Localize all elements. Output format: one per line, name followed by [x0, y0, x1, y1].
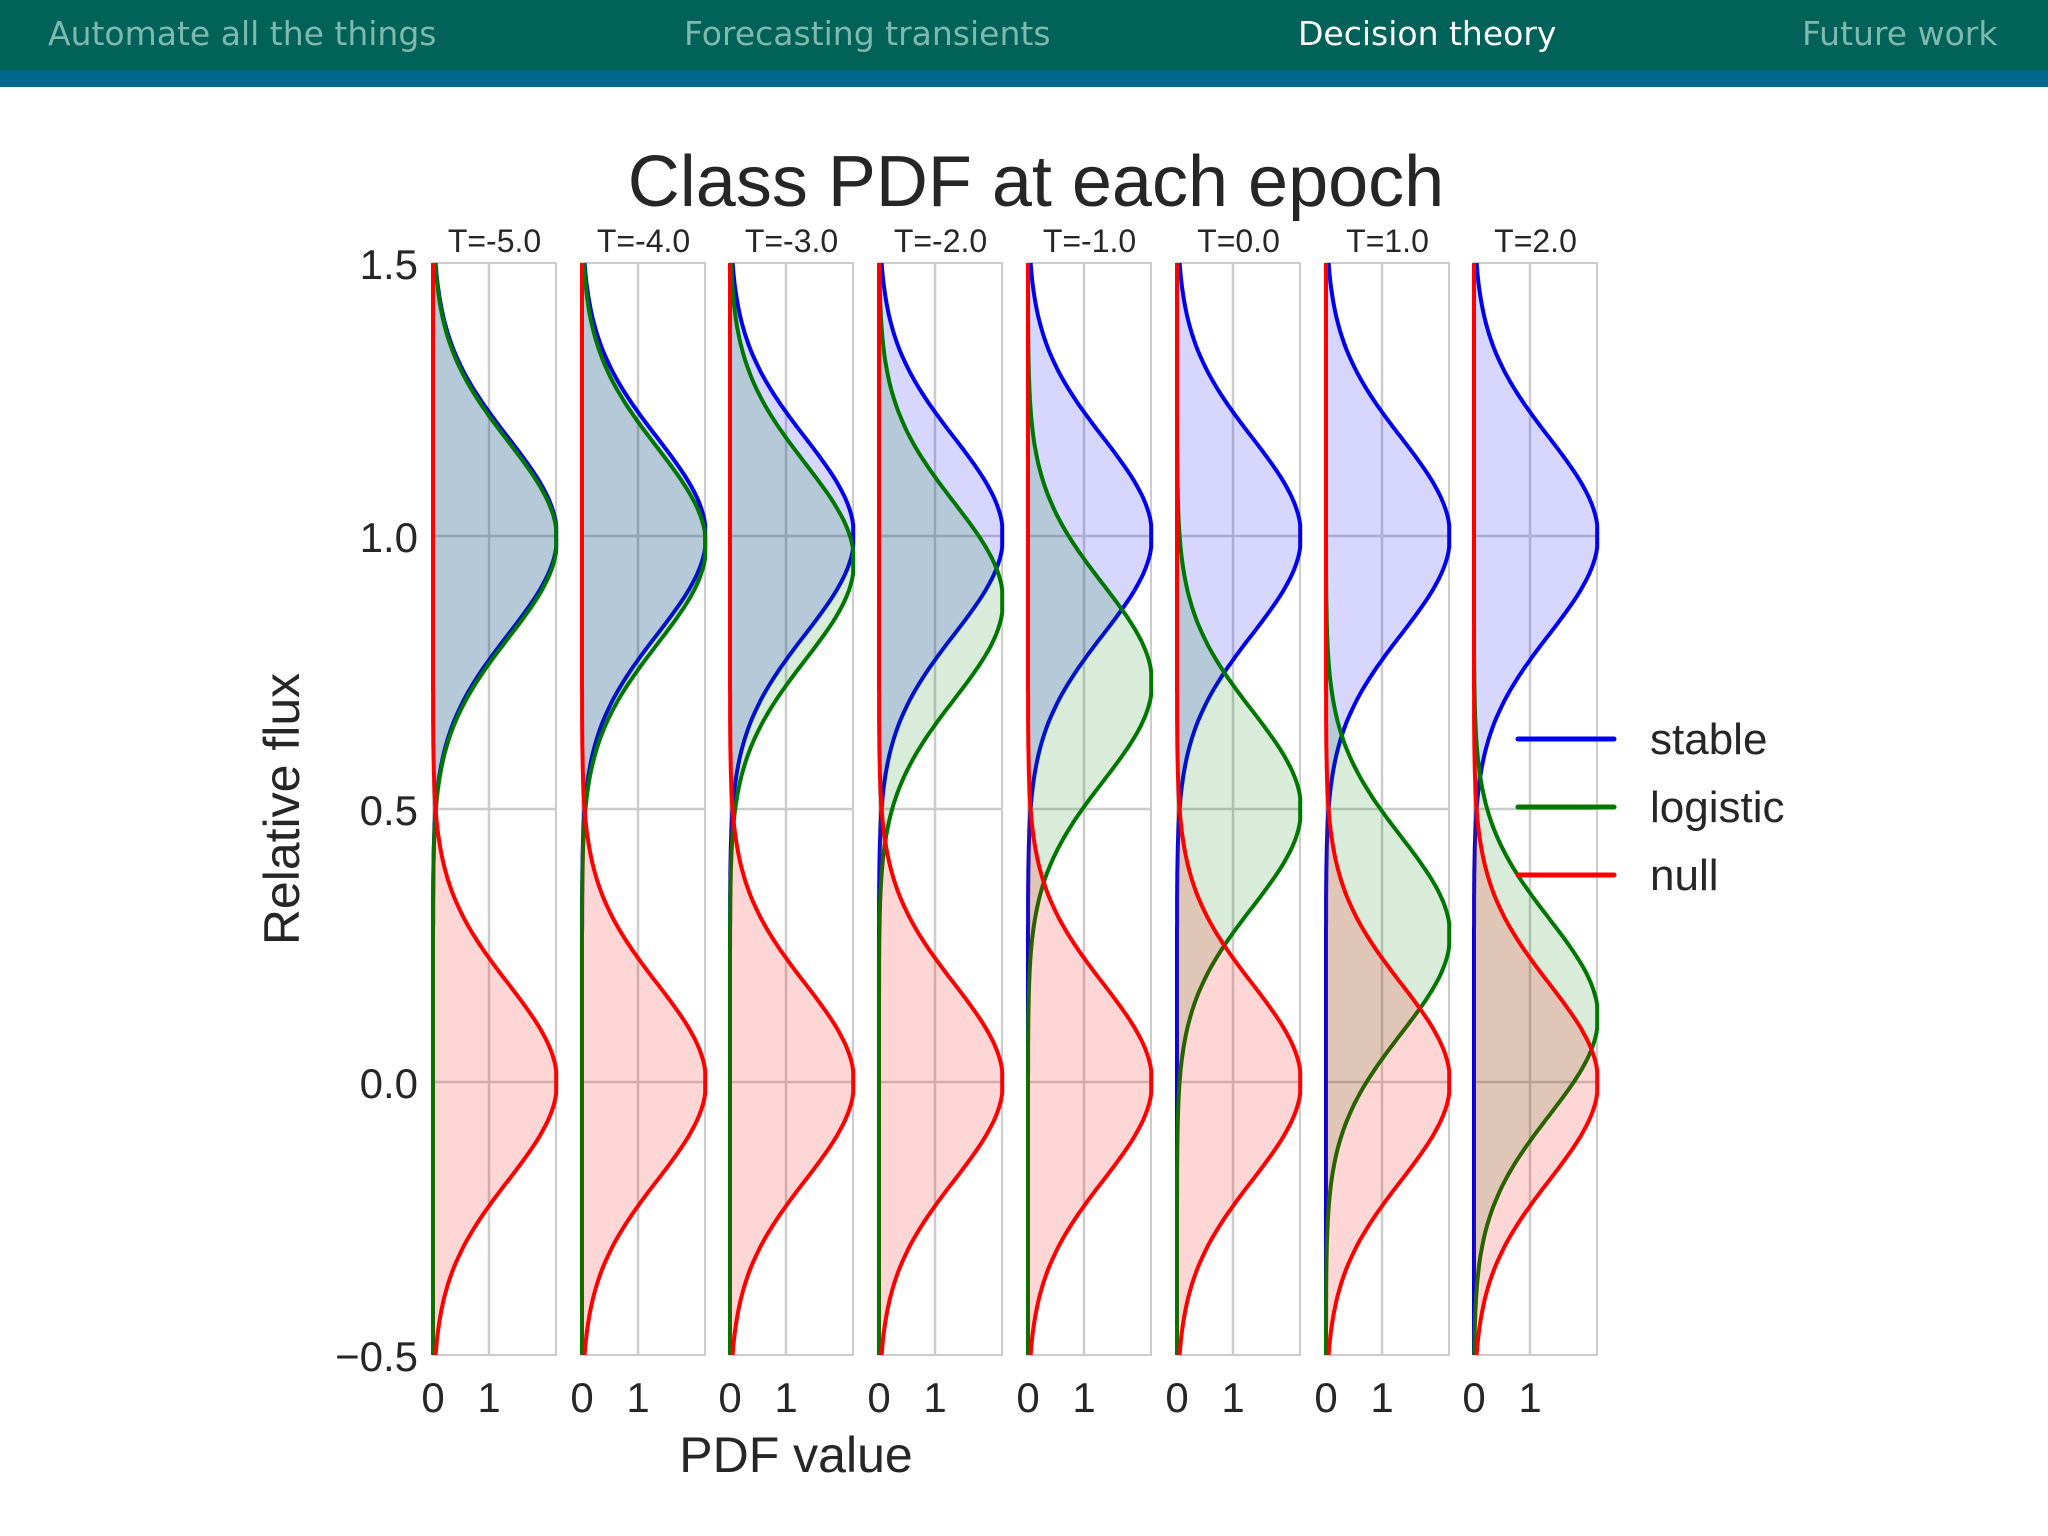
null-curve	[877, 263, 1005, 1356]
y-tick-label: 1.5	[360, 241, 418, 288]
chart-title: Class PDF at each epoch	[628, 142, 1444, 222]
x-tick-label: 0	[1314, 1374, 1337, 1421]
stable-fill	[582, 263, 706, 1355]
null-fill	[1177, 263, 1301, 1355]
logistic-curve	[877, 262, 1005, 1355]
x-tick-label: 1	[477, 1374, 500, 1421]
logistic-fill	[433, 263, 557, 1355]
logistic-curve	[728, 262, 856, 1355]
null-fill	[1326, 263, 1450, 1355]
stable-fill	[1474, 263, 1598, 1355]
x-tick-label: 0	[1016, 1374, 1039, 1421]
null-legend-label: null	[1650, 851, 1719, 900]
panel-title: T=-3.0	[745, 223, 838, 259]
null-curve	[1324, 263, 1452, 1356]
x-tick-label: 1	[923, 1374, 946, 1421]
panel: T=-3.0 0 1	[718, 223, 856, 1421]
logistic-fill	[1474, 263, 1598, 1355]
x-tick-label: 1	[1518, 1374, 1541, 1421]
stable-fill	[1177, 263, 1301, 1355]
panel-title: T=-5.0	[448, 223, 541, 259]
panel: T=0.0 0 1	[1165, 223, 1303, 1421]
nav-item-decision-theory[interactable]: Decision theory	[1298, 14, 1557, 53]
null-fill	[1474, 263, 1598, 1355]
x-tick-label: 1	[774, 1374, 797, 1421]
y-tick-label: 0.5	[360, 787, 418, 834]
y-tick-label: 1.0	[360, 514, 418, 561]
null-curve	[1472, 263, 1600, 1356]
logistic-fill	[730, 263, 854, 1355]
panel: T=-4.0 0 1	[570, 223, 708, 1421]
stable-fill	[433, 263, 557, 1355]
nav-item-automate[interactable]: Automate all the things	[48, 14, 437, 53]
panel-title: T=1.0	[1346, 223, 1429, 259]
y-axis-ticks: 1.5 1.0 0.5 0.0 −0.5	[335, 241, 418, 1380]
nav-item-forecasting[interactable]: Forecasting transients	[684, 14, 1051, 53]
navigation-sub-bar	[0, 70, 2048, 87]
logistic-fill	[582, 263, 706, 1355]
legend: stable logistic null	[1515, 715, 1785, 900]
x-tick-label: 1	[1072, 1374, 1095, 1421]
logistic-fill	[879, 263, 1003, 1355]
null-fill	[730, 263, 854, 1355]
stable-fill	[879, 263, 1003, 1355]
stable-fill	[1028, 263, 1152, 1355]
panels: T=-5.00 1T=-4.00 1T=-3.00 1T=-2.00 1T=-1.00 1…	[421, 223, 1600, 1421]
null-fill	[433, 263, 557, 1355]
panel-title: T=-4.0	[597, 223, 690, 259]
logistic-fill	[1326, 263, 1450, 1355]
navigation-bar	[0, 0, 2048, 70]
null-curve	[728, 263, 856, 1356]
panel-title: T=-2.0	[894, 223, 987, 259]
null-curve	[431, 263, 559, 1356]
y-tick-label: 0.0	[360, 1060, 418, 1107]
panel-title: T=0.0	[1197, 223, 1280, 259]
null-curve	[580, 263, 708, 1356]
logistic-curve	[1026, 263, 1154, 1355]
x-tick-label: 0	[570, 1374, 593, 1421]
panel: T=-1.0 0 1	[1016, 223, 1154, 1421]
panel: T=-5.0 0 1	[421, 223, 559, 1421]
panel-title: T=2.0	[1494, 223, 1577, 259]
stable-fill	[730, 263, 854, 1355]
logistic-legend-label: logistic	[1650, 783, 1785, 832]
null-curve	[1026, 263, 1154, 1356]
nav-item-future-work[interactable]: Future work	[1802, 14, 1998, 53]
y-tick-label: −0.5	[335, 1333, 418, 1380]
x-tick-label: 0	[421, 1374, 444, 1421]
x-tick-label: 0	[1165, 1374, 1188, 1421]
stable-fill	[1326, 263, 1450, 1355]
null-fill	[1028, 263, 1152, 1355]
logistic-fill	[1028, 263, 1152, 1355]
panel: T=-2.0 0 1	[867, 223, 1005, 1421]
x-tick-label: 0	[867, 1374, 890, 1421]
null-fill	[582, 263, 706, 1355]
x-tick-label: 1	[1221, 1374, 1244, 1421]
logistic-fill	[1177, 263, 1301, 1355]
panel: T=1.0 0 1	[1314, 223, 1452, 1421]
x-tick-label: 1	[626, 1374, 649, 1421]
x-axis-label: PDF value	[679, 1427, 912, 1483]
x-tick-label: 1	[1370, 1374, 1393, 1421]
null-curve	[1175, 263, 1303, 1356]
null-fill	[879, 263, 1003, 1355]
panel: T=2.0 0 1	[1462, 223, 1600, 1421]
panel-title: T=-1.0	[1043, 223, 1136, 259]
x-tick-label: 0	[718, 1374, 741, 1421]
y-axis-label: Relative flux	[254, 673, 310, 945]
x-tick-label: 0	[1462, 1374, 1485, 1421]
stable-legend-label: stable	[1650, 715, 1767, 764]
